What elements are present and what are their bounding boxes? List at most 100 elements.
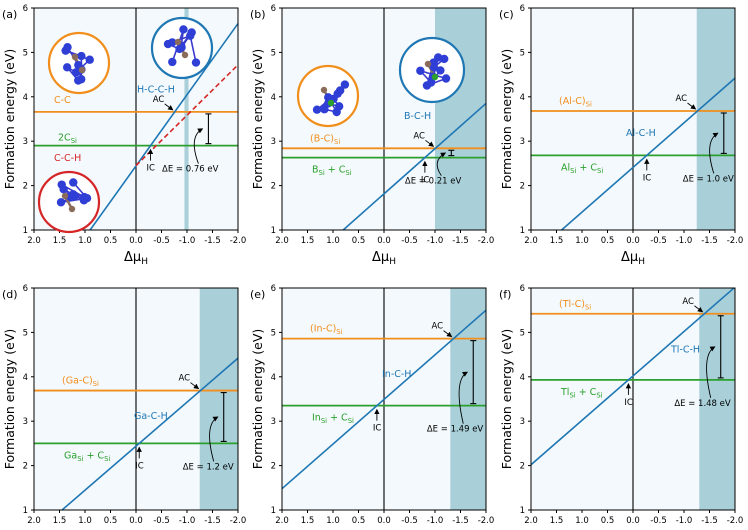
x-tick-label: -0.5 [650, 516, 667, 526]
y-tick-label: 4 [271, 93, 276, 103]
y-tick-label: 6 [23, 4, 28, 14]
x-axis-label: ΔμH [372, 250, 396, 267]
y-tick-label: 6 [271, 4, 276, 14]
y-tick-label: 3 [520, 137, 525, 147]
inset-atom [58, 180, 66, 188]
label-blue: Tl-C-H [670, 344, 700, 355]
label-orange-main: (Al-C) [559, 96, 586, 107]
x-tick-label: 2.0 [275, 236, 289, 246]
ac-label: AC [178, 374, 190, 384]
x-tick-label: 0.0 [377, 516, 391, 526]
inset-atom [436, 66, 444, 74]
ac-label: AC [413, 131, 425, 141]
x-tick-label: 1.5 [550, 516, 564, 526]
y-tick-label: 5 [271, 328, 276, 338]
y-tick-label: 2 [271, 182, 276, 192]
label-green-main: + C [325, 165, 346, 176]
delta-e-label: ΔE = 0.21 eV [405, 177, 462, 187]
delta-e-label: ΔE = 0.76 eV [162, 165, 219, 175]
x-axis-label-main: Δμ [621, 250, 638, 265]
label-green: AlSi + CSi [561, 162, 603, 175]
y-tick-label: 2 [520, 462, 525, 472]
x-tick-label: 0.5 [352, 236, 366, 246]
y-tick-label: 3 [271, 137, 276, 147]
label-green-main: Ga [64, 450, 77, 461]
y-tick-label: 3 [271, 417, 276, 427]
ic-label: IC [373, 424, 382, 434]
label-green-sub: Si [345, 169, 351, 177]
y-tick-label: 6 [23, 284, 28, 294]
panel-label: (f) [499, 288, 511, 301]
inset-atom [187, 28, 195, 36]
x-tick-label: -1.0 [676, 236, 693, 246]
y-tick-label: 5 [23, 328, 28, 338]
x-tick-label: 2.0 [27, 516, 41, 526]
label-green-sub: Si [71, 137, 77, 145]
x-tick-label: 1.5 [301, 236, 315, 246]
x-tick-label: -1.5 [701, 236, 718, 246]
x-tick-label: 0.5 [104, 516, 118, 526]
shaded-region [697, 8, 735, 230]
inset-atom [179, 25, 187, 33]
shaded-region [200, 288, 238, 510]
x-tick-label: 2.0 [524, 236, 538, 246]
y-tick-label: 4 [520, 373, 525, 383]
x-tick-label: 2.0 [275, 516, 289, 526]
y-tick-label: 1 [520, 226, 525, 236]
x-tick-label: 0.0 [129, 236, 143, 246]
inset-atom [83, 194, 91, 202]
x-tick-label: -0.5 [153, 236, 170, 246]
y-tick-label: 4 [520, 93, 525, 103]
x-tick-label: 0.5 [352, 516, 366, 526]
label-green-main: Al [561, 162, 570, 173]
label-orange-sub: Si [585, 303, 591, 311]
ic-label: IC [643, 173, 652, 183]
x-tick-label: 1.5 [53, 516, 67, 526]
x-axis-label: ΔμH [124, 250, 148, 267]
x-tick-label: -1.5 [452, 236, 469, 246]
label-orange-sub: Si [336, 328, 342, 336]
y-tick-label: 5 [23, 48, 28, 58]
x-tick-label: -1.0 [179, 516, 196, 526]
x-tick-label: -1.5 [452, 516, 469, 526]
x-tick-label: -0.5 [401, 516, 418, 526]
label-green-main: + C [576, 162, 597, 173]
panel-label: (e) [250, 288, 265, 301]
label-green-sub: Si [597, 167, 603, 175]
x-tick-label: 0.0 [626, 516, 640, 526]
inset-atom [69, 178, 77, 186]
inset-atom [321, 87, 327, 93]
x-tick-label: -2.0 [727, 236, 744, 246]
x-tick-label: 0.0 [129, 516, 143, 526]
label-green-main: + C [576, 387, 597, 398]
y-axis-label: Formation energy (eV) [250, 49, 265, 190]
y-tick-label: 5 [520, 328, 525, 338]
label-orange-main: (In-C) [310, 324, 336, 335]
label-blue: Ga-C-H [134, 411, 168, 422]
shaded-region [450, 288, 486, 510]
inset-atom [432, 74, 438, 80]
label-green: TlSi + CSi [560, 387, 603, 400]
x-axis-label-sub: H [638, 257, 645, 267]
x-tick-label: -1.0 [676, 516, 693, 526]
panel-label: (d) [2, 288, 18, 301]
inset-atom [72, 54, 78, 60]
x-tick-label: -2.0 [727, 516, 744, 526]
x-tick-label: -2.0 [478, 516, 495, 526]
x-axis-label: ΔμH [621, 250, 645, 267]
label-orange-sub: Si [586, 101, 592, 109]
label-green-main: + C [83, 450, 104, 461]
x-axis-label-main: Δμ [372, 250, 389, 265]
label-blue: In-C-H [382, 369, 411, 380]
label-green-main: In [312, 413, 321, 424]
x-tick-label: -1.0 [427, 516, 444, 526]
inset-atom [57, 198, 65, 206]
y-tick-label: 1 [271, 506, 276, 516]
delta-e-label: ΔE = 1.48 eV [674, 399, 731, 409]
inset-atom [320, 105, 328, 113]
